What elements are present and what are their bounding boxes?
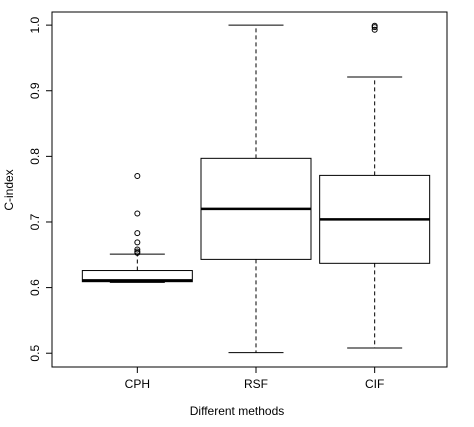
outlier bbox=[134, 239, 141, 246]
y-tick-label: 1.0 bbox=[28, 16, 42, 33]
x-tick-label: RSF bbox=[244, 377, 268, 391]
y-tick-label: 0.5 bbox=[28, 345, 42, 362]
y-tick-label: 0.8 bbox=[28, 148, 42, 165]
outlier bbox=[134, 246, 141, 253]
outlier bbox=[134, 249, 141, 256]
y-axis-label: C-index bbox=[2, 169, 16, 210]
y-tick-label: 0.7 bbox=[28, 213, 42, 230]
outlier bbox=[134, 173, 141, 180]
y-tick-label: 0.9 bbox=[28, 82, 42, 99]
y-tick-label: 0.6 bbox=[28, 279, 42, 296]
x-axis-label: Different methods bbox=[190, 404, 285, 418]
outlier bbox=[371, 26, 378, 33]
outlier bbox=[371, 24, 378, 31]
outlier bbox=[134, 210, 141, 217]
x-tick-label: CIF bbox=[365, 377, 384, 391]
outlier bbox=[134, 230, 141, 237]
plot-frame bbox=[51, 11, 448, 368]
box bbox=[81, 270, 193, 283]
x-tick-label: CPH bbox=[125, 377, 150, 391]
